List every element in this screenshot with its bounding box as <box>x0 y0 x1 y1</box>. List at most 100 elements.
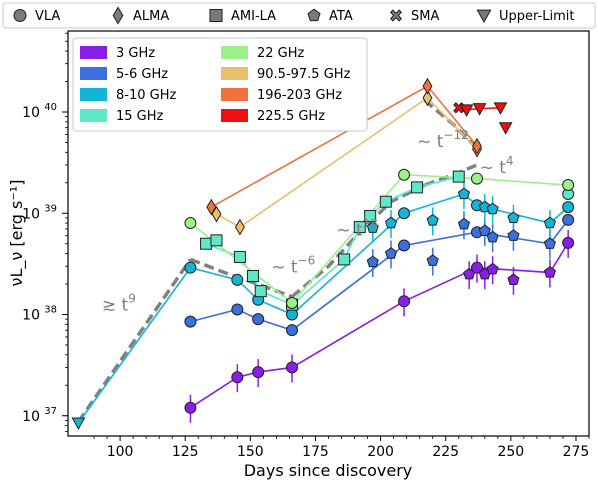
series-line <box>216 96 478 229</box>
y-tick-label: 10 <box>22 409 40 425</box>
data-point <box>452 170 465 183</box>
data-point <box>398 168 411 181</box>
instrument-legend-label: ALMA <box>133 9 169 24</box>
legend-label: 90.5-97.5 GHz <box>257 67 351 82</box>
instrument-marker-pentagon <box>307 8 321 22</box>
x-tick-label: 250 <box>497 444 524 460</box>
data-point <box>234 218 245 236</box>
data-point <box>252 313 265 326</box>
power-law-annotation: ~ t−6 <box>271 253 315 277</box>
y-tick-label: 10 <box>22 206 40 222</box>
data-point <box>233 250 246 263</box>
y-tick-label-exponent: 37 <box>44 406 57 417</box>
x-tick-label: 150 <box>237 444 264 460</box>
data-point <box>184 261 197 274</box>
data-point <box>210 234 223 247</box>
axes: 100 125 150 175 200 225 250 275 10 37 10 38 10 39 10 40 <box>22 32 590 460</box>
legend-label: 196-203 GHz <box>257 88 342 103</box>
data-point <box>286 324 299 337</box>
legend-swatch <box>221 46 248 59</box>
data-markers <box>71 77 575 430</box>
legend-label: 225.5 GHz <box>257 109 325 124</box>
data-point <box>486 230 499 243</box>
data-point <box>562 213 575 226</box>
data-point <box>184 315 197 328</box>
legend-label: 22 GHz <box>257 46 305 61</box>
data-point <box>472 137 482 155</box>
data-point <box>364 209 377 222</box>
instrument-marker-circle <box>13 9 27 22</box>
legend-swatch <box>80 88 107 101</box>
y-tick-label: 10 <box>22 308 40 324</box>
instrument-legend-label: VLA <box>35 9 60 24</box>
data-point <box>398 239 411 252</box>
data-point <box>507 273 520 286</box>
x-tick-label: 100 <box>107 444 134 460</box>
data-point <box>384 247 398 259</box>
data-point <box>384 216 398 229</box>
x-axis-title: Days since discovery <box>244 461 413 480</box>
data-point <box>184 217 197 230</box>
instrument-legend-label: ATA <box>329 9 353 24</box>
data-point <box>507 211 520 224</box>
data-point <box>184 401 197 414</box>
data-point <box>426 254 439 266</box>
data-point <box>286 361 299 374</box>
data-point <box>470 261 483 274</box>
data-point <box>478 224 491 237</box>
data-point <box>411 181 424 194</box>
data-point <box>231 303 244 316</box>
series-legend-frame <box>72 37 368 132</box>
data-point <box>71 417 86 430</box>
power-law-annotation: ~ t−12 <box>417 128 469 152</box>
data-point <box>470 172 483 185</box>
data-point <box>422 89 433 107</box>
data-point <box>206 198 217 216</box>
y-tick-label-exponent: 40 <box>44 102 57 113</box>
data-point <box>252 366 265 379</box>
data-point <box>486 202 499 215</box>
legend-swatch <box>221 109 248 122</box>
data-point <box>398 295 411 308</box>
data-point <box>366 255 379 268</box>
legend-label: 3 GHz <box>116 46 155 61</box>
data-point <box>200 237 213 250</box>
data-point <box>231 273 244 286</box>
instrument-legend-label: AMI-LA <box>231 9 276 24</box>
legend-label: 5-6 GHz <box>116 67 168 82</box>
data-point <box>366 221 379 233</box>
data-point <box>457 187 471 200</box>
data-point <box>459 104 474 117</box>
data-point <box>338 253 351 266</box>
instrument-legend-frame <box>2 2 596 29</box>
x-tick-label: 175 <box>302 444 329 460</box>
data-point <box>426 214 439 226</box>
data-point <box>422 77 433 95</box>
x-tick-label: 275 <box>563 444 590 460</box>
data-point <box>543 216 557 229</box>
data-point <box>254 285 267 298</box>
x-tick-label: 200 <box>367 444 394 460</box>
data-point <box>543 266 557 278</box>
instrument-legend-label: Upper-Limit <box>499 9 574 24</box>
x-tick-label: 225 <box>432 444 459 460</box>
data-point <box>231 371 244 384</box>
x-tick-label: 125 <box>172 444 199 460</box>
data-point <box>457 217 471 230</box>
y-axis-title: νL_ν [erg s⁻¹] <box>7 180 27 287</box>
instrument-legend-label: SMA <box>411 9 439 24</box>
instrument-marker-diamond <box>112 6 124 25</box>
data-point <box>398 207 411 220</box>
y-tick-label-exponent: 39 <box>44 203 57 214</box>
legend-swatch <box>221 88 248 101</box>
series-legend: 3 GHz 5-6 GHz 8-10 GHz 15 GHz 22 GHz 90.5-97.… <box>72 37 368 132</box>
data-point <box>562 179 575 192</box>
data-point <box>562 236 575 249</box>
data-point <box>562 201 575 214</box>
legend-swatch <box>80 109 107 122</box>
legend-swatch <box>80 67 107 80</box>
data-point <box>498 122 513 135</box>
data-point <box>507 229 520 241</box>
data-point <box>246 270 259 283</box>
